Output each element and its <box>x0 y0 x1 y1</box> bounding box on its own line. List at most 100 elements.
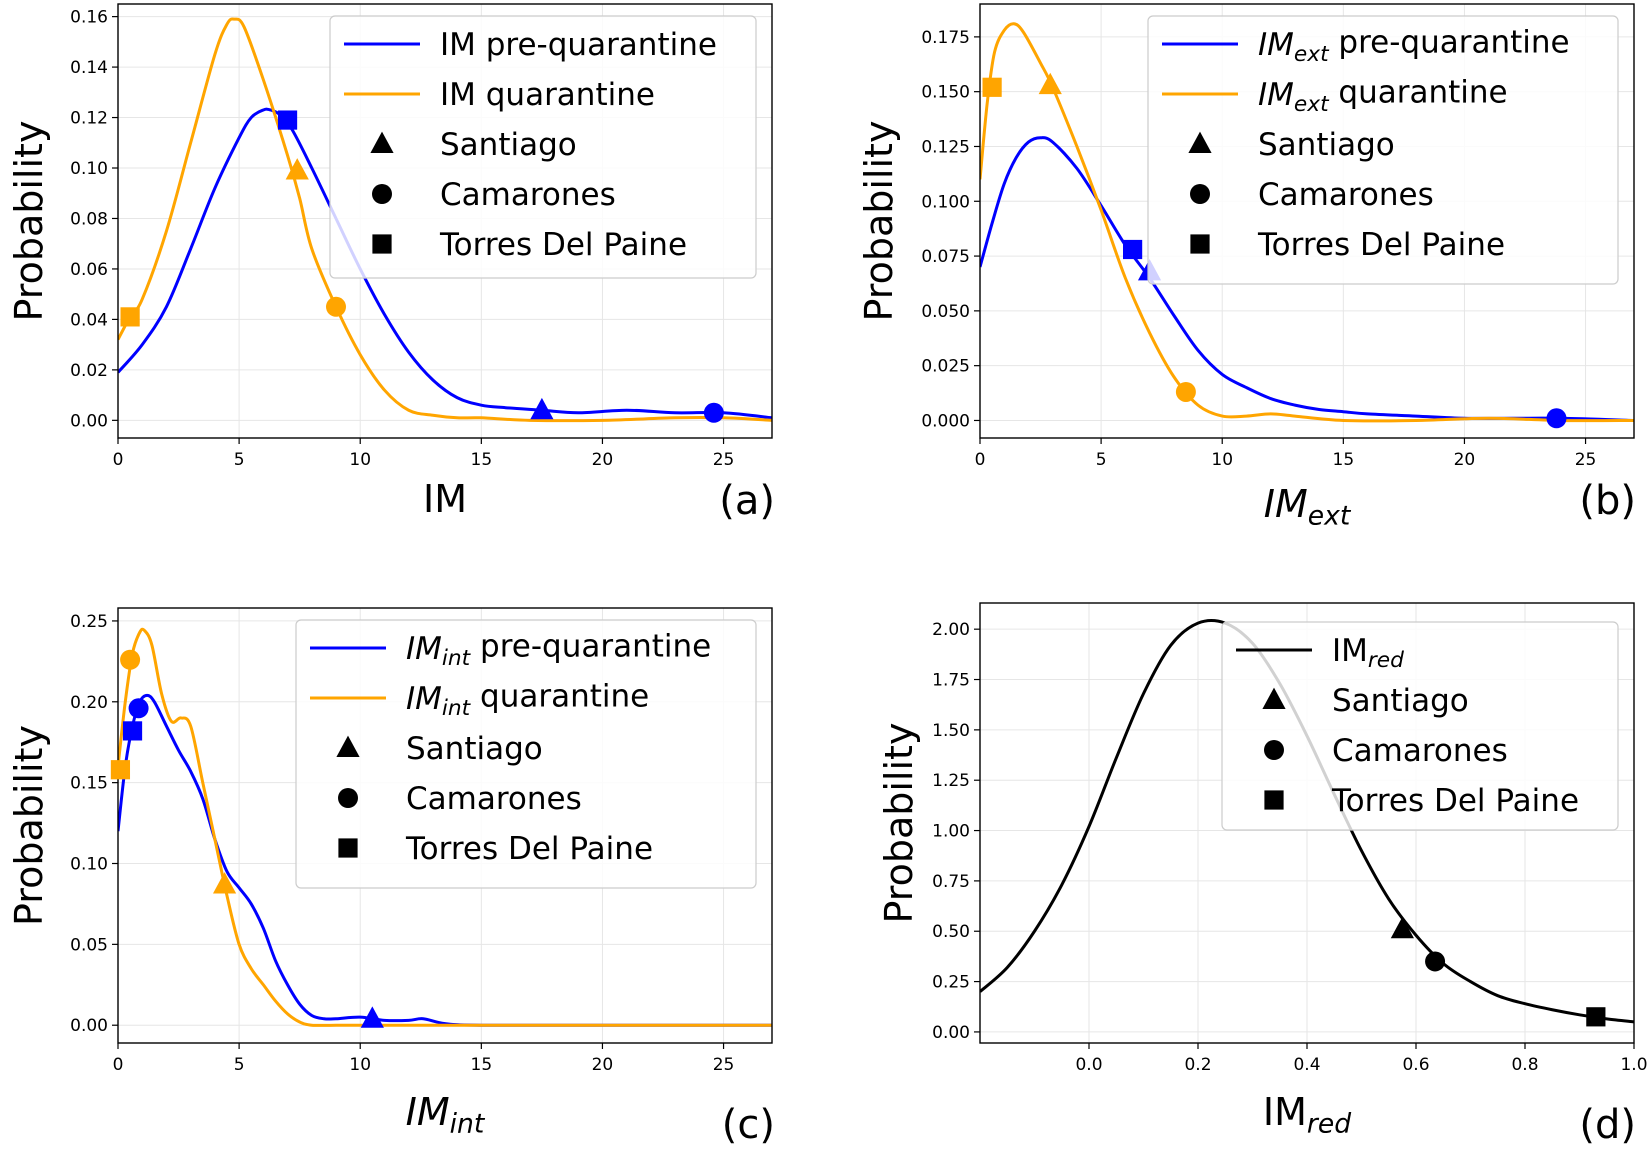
y-tick-label: 0.50 <box>932 922 970 942</box>
y-tick-label: 2.00 <box>932 620 970 640</box>
legend-item: IMint pre-quarantine <box>310 628 711 671</box>
legend-item: IMred <box>1236 633 1404 673</box>
legend-label: Camarones <box>440 177 616 213</box>
legend-box <box>329 15 757 279</box>
y-tick-label: 0.00 <box>932 1023 970 1043</box>
y-tick-label: 0.00 <box>70 411 108 431</box>
x-axis-label: IMext <box>1264 482 1352 531</box>
y-tick-label: 0.06 <box>70 260 108 280</box>
x-tick-label: 0.8 <box>1511 1055 1538 1075</box>
marker-circle-camarones <box>128 698 149 719</box>
y-tick-label: 0.150 <box>921 83 970 103</box>
legend-item: Santiago <box>1188 127 1395 163</box>
y-axis-label: Probability <box>877 723 921 924</box>
chart-panel-c: 0 5 10 15 20 25 0.00 0.05 0.10 0.15 0.20 0.25 Probab… <box>7 607 775 1148</box>
x-tick-label: 15 <box>471 450 493 470</box>
legend-marker-triangle <box>1188 131 1212 153</box>
x-axis-label: IMred <box>1263 1090 1351 1139</box>
y-tick-label: 0.175 <box>921 28 970 48</box>
y-tick-label: 0.05 <box>70 935 108 955</box>
x-tick-label: 25 <box>1575 450 1597 470</box>
legend-marker-triangle <box>1262 687 1286 709</box>
x-tick-label: 15 <box>471 1055 493 1075</box>
x-axis-label: IM <box>423 477 467 521</box>
y-tick-label: 0.00 <box>70 1016 108 1036</box>
legend: IMext pre-quarantine IMext quarantine Sant… <box>1147 15 1619 285</box>
marker-circle-camarones <box>1175 381 1196 402</box>
x-tick-label: 0 <box>975 450 986 470</box>
y-tick-label: 1.50 <box>932 721 970 741</box>
y-axis-label: Probability <box>7 121 51 322</box>
y-tick-label: 0.25 <box>70 612 108 632</box>
marker-square-torres-del-paine <box>277 110 298 130</box>
legend-item: Camarones <box>1264 733 1508 769</box>
marker-triangle-santiago <box>360 1006 384 1028</box>
marker-square-torres-del-paine <box>120 307 140 327</box>
legend-item: Torres Del Paine <box>372 227 687 263</box>
x-tick-label: 10 <box>1211 450 1233 470</box>
x-tick-label: 20 <box>592 450 614 470</box>
marker-circle-camarones <box>120 649 141 670</box>
marker-circle-camarones <box>703 402 724 423</box>
marker-square-torres-del-paine <box>122 721 143 741</box>
x-tick-label: 5 <box>234 1055 245 1075</box>
y-tick-label: 0.000 <box>921 411 970 431</box>
chart-panel-d: 0.0 0.2 0.4 0.6 0.8 1.0 0.00 0.25 0.50 0.75 1.00 1.… <box>877 602 1648 1148</box>
legend-item: Camarones <box>1190 177 1434 213</box>
legend-label: Santiago <box>1332 683 1469 719</box>
y-tick-label: 0.16 <box>70 8 108 28</box>
chart-panel-a: 0 5 10 15 20 25 0.00 0.02 0.04 0.06 0.08 0.10 0.12 0.… <box>7 3 775 524</box>
legend-item: IM pre-quarantine <box>344 27 717 63</box>
legend-marker-circle <box>1190 184 1210 204</box>
legend-label: Camarones <box>406 781 582 817</box>
marker-triangle-santiago <box>530 397 554 420</box>
marker-square-torres-del-paine <box>1586 1007 1606 1027</box>
y-tick-label: 0.04 <box>70 310 108 330</box>
legend-item: IM quarantine <box>344 77 655 113</box>
legend-item: Torres Del Paine <box>1264 783 1579 819</box>
y-tick-label: 0.02 <box>70 361 108 381</box>
legend-item: Camarones <box>338 781 582 817</box>
y-tick-label: 0.20 <box>70 693 108 713</box>
y-tick-label: 1.25 <box>932 771 970 791</box>
legend-marker-circle <box>1264 740 1284 760</box>
legend-marker-triangle <box>370 131 394 153</box>
legend-box <box>1221 621 1619 831</box>
x-tick-label: 20 <box>592 1055 614 1075</box>
plot-area <box>980 22 1634 423</box>
x-tick-label: 0.4 <box>1293 1055 1320 1075</box>
legend-marker-square <box>1264 790 1284 810</box>
y-axis-label: Probability <box>7 725 51 926</box>
legend-item: Torres Del Paine <box>1190 227 1505 263</box>
x-tick-label: 5 <box>234 450 245 470</box>
y-tick-label: 1.75 <box>932 671 970 691</box>
x-tick-label: 5 <box>1096 450 1107 470</box>
x-tick-label: 25 <box>713 1055 735 1075</box>
legend-label: Torres Del Paine <box>405 831 653 867</box>
y-tick-label: 0.25 <box>932 973 970 993</box>
y-axis-label: Probability <box>857 121 901 322</box>
x-tick-label: 20 <box>1454 450 1476 470</box>
marker-circle-camarones <box>1546 408 1567 429</box>
x-tick-label: 25 <box>713 450 735 470</box>
legend-label: IM pre-quarantine <box>440 27 717 63</box>
y-tick-label: 0.75 <box>932 872 970 892</box>
legend-label: Torres Del Paine <box>1331 783 1579 819</box>
x-tick-label: 10 <box>349 450 371 470</box>
legend: IMint pre-quarantine IMint quarantine Sant… <box>295 619 757 889</box>
legend: IMred Santiago Camarones Torres Del Paine <box>1221 621 1619 831</box>
legend-marker-square <box>338 838 358 858</box>
axes-frame <box>117 3 773 439</box>
x-tick-label: 0.0 <box>1075 1055 1102 1075</box>
x-tick-label: 0.6 <box>1402 1055 1429 1075</box>
legend-label: IMint pre-quarantine <box>406 628 711 671</box>
y-tick-label: 1.00 <box>932 822 970 842</box>
marker-triangle-santiago <box>285 158 309 180</box>
panel-label: (a) <box>719 478 775 524</box>
y-tick-label: 0.100 <box>921 192 970 212</box>
legend-label: Santiago <box>406 731 543 767</box>
legend-box <box>1147 15 1619 285</box>
y-tick-label: 0.025 <box>921 357 970 377</box>
legend-item: IMext quarantine <box>1162 74 1508 117</box>
